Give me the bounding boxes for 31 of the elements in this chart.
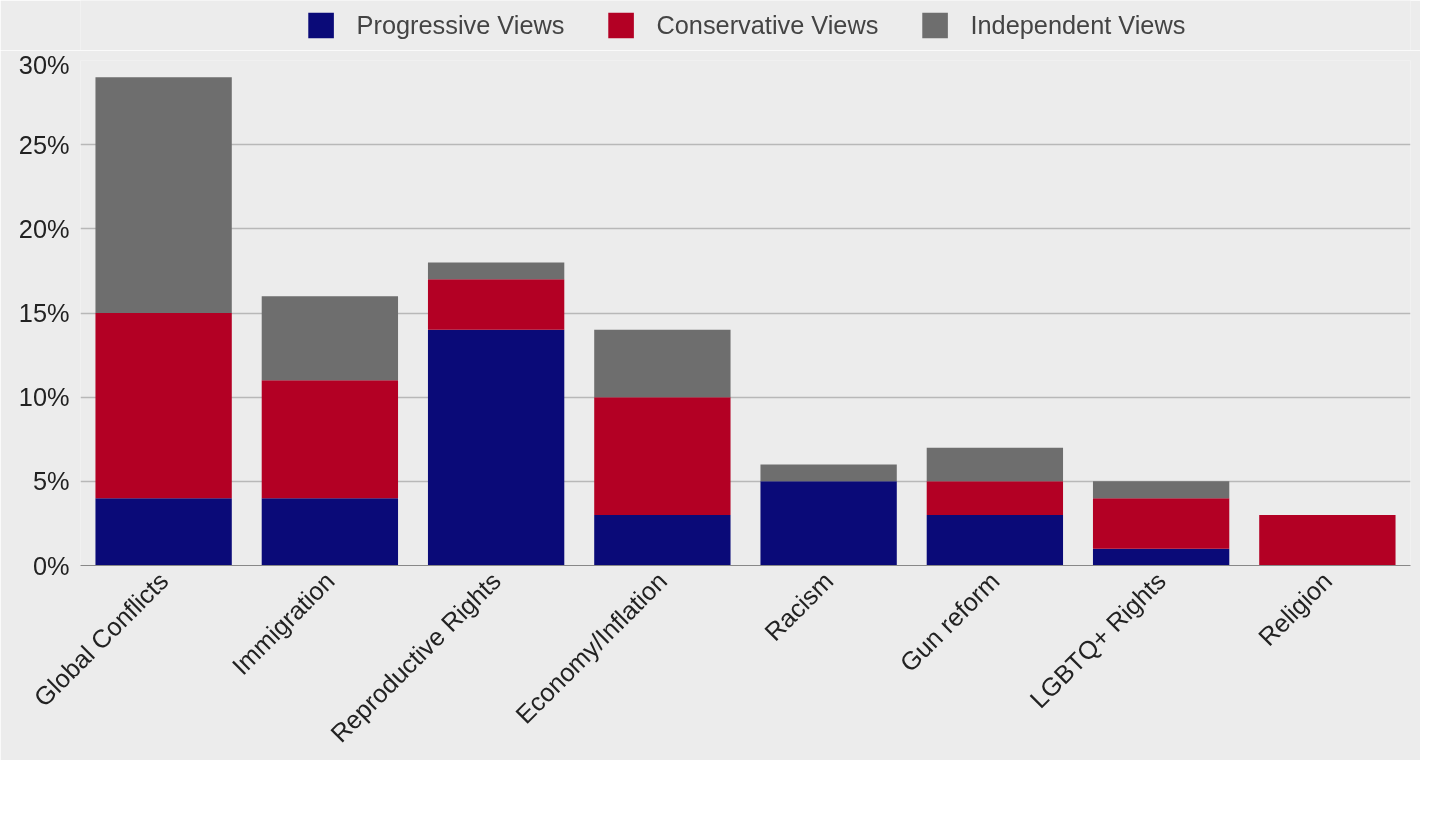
y-tick-label: 10% <box>18 383 70 412</box>
bar <box>926 481 1064 515</box>
bar <box>95 498 232 566</box>
bar <box>261 296 399 381</box>
bar <box>1092 498 1230 549</box>
y-tick-label: 5% <box>32 467 70 496</box>
bar <box>926 515 1064 566</box>
bar <box>760 464 897 482</box>
bar <box>1092 481 1230 499</box>
y-tick-label: 0% <box>32 551 70 580</box>
y-tick-label: 20% <box>18 214 70 243</box>
bar <box>261 380 399 499</box>
bar <box>261 498 399 566</box>
bar <box>95 77 232 313</box>
bar <box>594 329 731 398</box>
legend-label: Progressive Views <box>356 10 565 40</box>
bar <box>926 447 1064 482</box>
bar <box>594 397 731 515</box>
legend-label: Conservative Views <box>656 10 879 40</box>
bar <box>1259 515 1396 566</box>
bar <box>95 313 232 499</box>
y-tick-label: 25% <box>18 130 70 159</box>
legend-label: Independent Views <box>970 10 1186 40</box>
bar <box>594 515 731 566</box>
bar <box>1092 548 1230 566</box>
bar <box>760 481 897 566</box>
bar <box>427 279 565 330</box>
y-tick-label: 30% <box>18 50 70 79</box>
bar <box>427 329 565 566</box>
bar <box>427 262 565 280</box>
y-tick-label: 15% <box>18 299 70 327</box>
